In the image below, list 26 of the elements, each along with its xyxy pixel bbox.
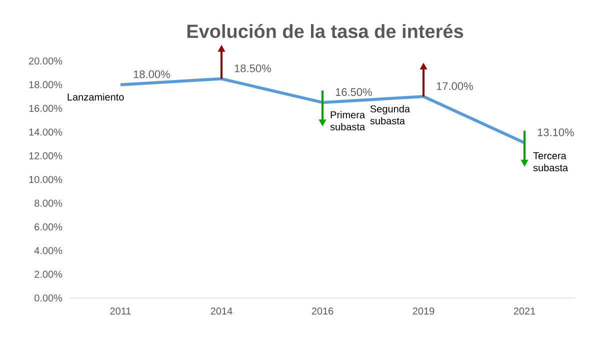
data-label: 18.00% [134, 70, 170, 78]
data-label: 16.50% [336, 88, 372, 96]
y-tick-label: 10.00% [29, 176, 62, 184]
annotation: Primera subasta [330, 111, 366, 130]
chart-title: Evolución de la tasa de interés [187, 24, 464, 38]
x-tick-label: 2021 [514, 308, 536, 315]
x-tick-label: 2014 [210, 308, 232, 315]
y-tick-label: 2.00% [34, 270, 62, 278]
x-tick-label: 2011 [110, 308, 131, 315]
y-tick-label: 16.00% [29, 104, 62, 112]
data-label: 13.10% [538, 128, 574, 136]
y-tick-label: 0.00% [34, 294, 62, 302]
data-label: 18.50% [234, 64, 271, 72]
y-tick-label: 12.00% [29, 152, 62, 160]
y-tick-label: 6.00% [34, 223, 62, 230]
y-tick-label: 18.00% [29, 81, 62, 88]
annotation: Tercera subasta [533, 152, 568, 172]
annotation: Segunda subasta [370, 105, 410, 124]
x-tick-label: 2019 [412, 308, 434, 315]
y-tick-label: 4.00% [34, 247, 62, 254]
y-tick-label: 14.00% [29, 128, 62, 136]
data-label: 17.00% [436, 82, 473, 90]
x-tick-label: 2016 [312, 308, 334, 315]
y-tick-label: 20.00% [29, 57, 62, 65]
y-tick-label: 8.00% [34, 200, 62, 207]
annotation: Lanzamiento [68, 93, 124, 101]
